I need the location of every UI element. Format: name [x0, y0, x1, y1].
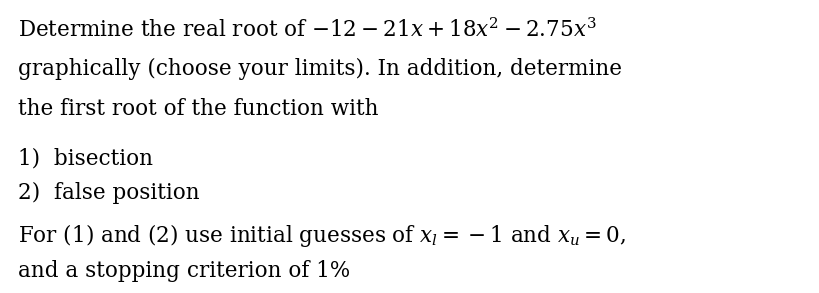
Text: the first root of the function with: the first root of the function with: [18, 98, 378, 120]
Text: Determine the real root of $-12-21x+18x^2-2.75x^3$: Determine the real root of $-12-21x+18x^…: [18, 18, 596, 42]
Text: graphically (choose your limits). In addition, determine: graphically (choose your limits). In add…: [18, 58, 622, 80]
Text: 2)  false position: 2) false position: [18, 182, 199, 204]
Text: and a stopping criterion of 1%: and a stopping criterion of 1%: [18, 260, 350, 282]
Text: For (1) and (2) use initial guesses of $x_l = -1$ and $x_u = 0,$: For (1) and (2) use initial guesses of $…: [18, 222, 626, 249]
Text: 1)  bisection: 1) bisection: [18, 148, 153, 170]
